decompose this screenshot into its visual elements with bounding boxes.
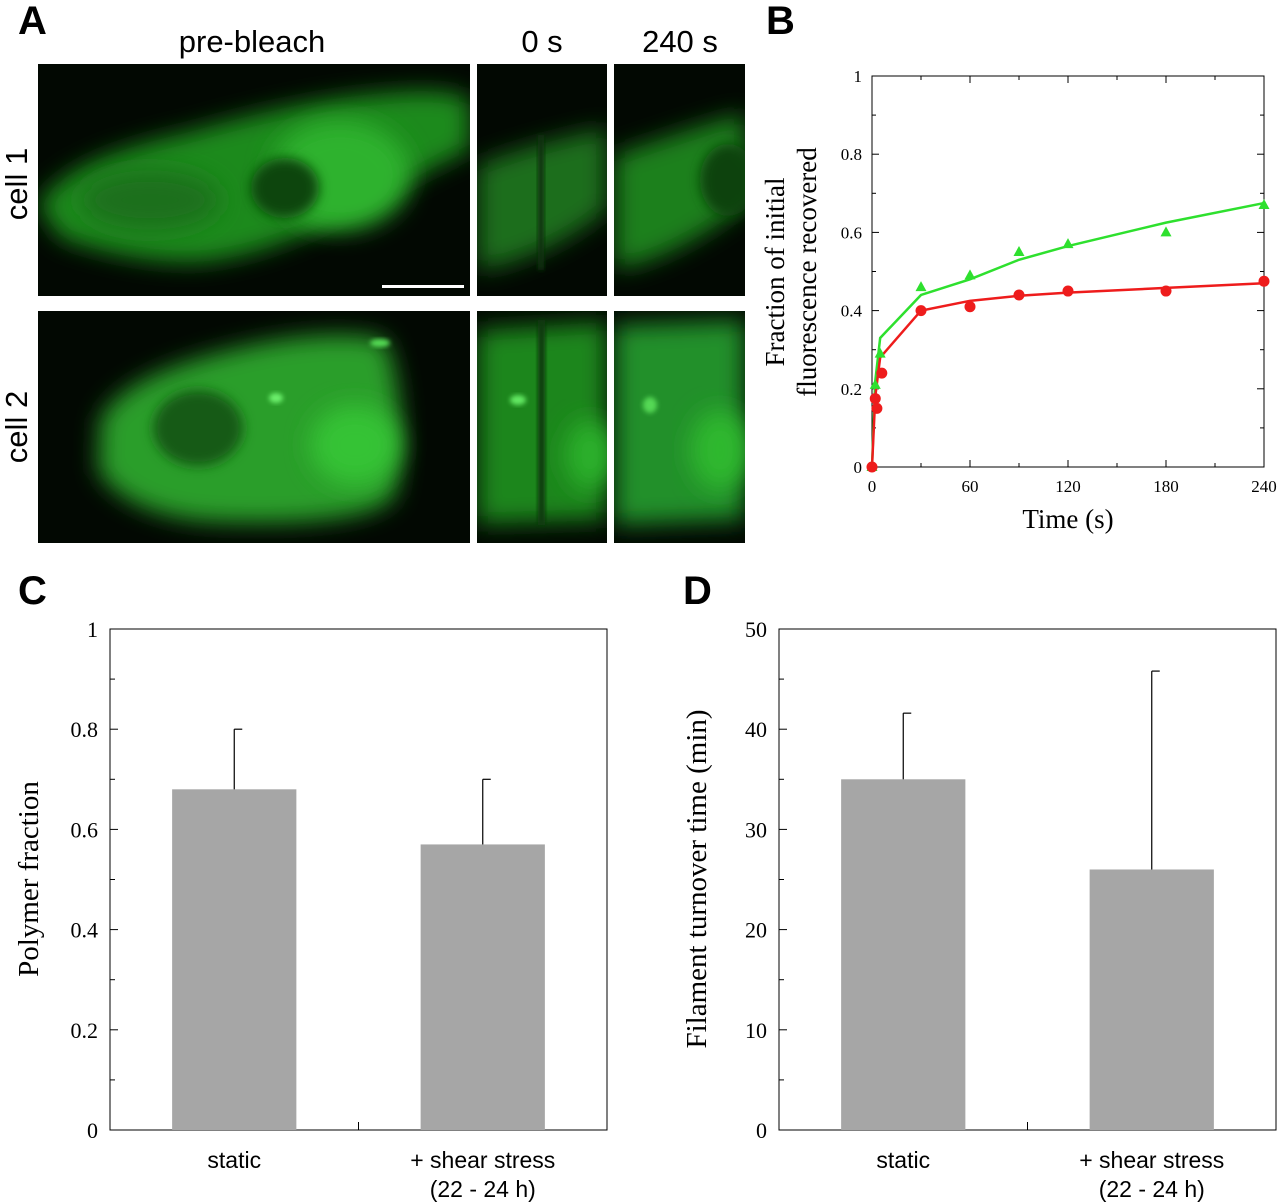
y-tick-label-c: 0.4 xyxy=(71,918,99,943)
y-tick-label-b: 0.2 xyxy=(841,380,862,399)
y-tick-labels-b: 0 0.2 0.4 0.6 0.8 1 xyxy=(841,67,863,477)
y-tick-label-d: 0 xyxy=(756,1118,767,1143)
axis-ticks-d xyxy=(779,628,1028,1131)
y-tick-label-d: 10 xyxy=(745,1018,767,1043)
panel-d: D 0 10 20 30 40 50 static + shear stress (22 - … xyxy=(681,569,1277,1202)
row-label-cell-2: cell 2 xyxy=(0,391,34,463)
triangle-marker xyxy=(964,269,976,280)
x-tick-labels-b: 0 60 120 180 240 xyxy=(868,477,1277,496)
category-label-d-0: static xyxy=(876,1147,930,1173)
y-tick-label-b: 0.8 xyxy=(841,145,862,164)
panel-letter-d: D xyxy=(683,569,712,613)
scale-bar xyxy=(382,285,464,288)
circle-marker xyxy=(1160,285,1172,297)
data-markers-b xyxy=(866,199,1270,473)
y-tick-label-b: 0 xyxy=(854,458,863,477)
category-label-d-1: (22 - 24 h) xyxy=(1099,1176,1205,1202)
triangle-marker xyxy=(915,281,927,292)
x-axis-label-b: Time (s) xyxy=(1022,504,1113,534)
panel-c: C 0 0.2 0.4 0.6 0.8 1 static + shear stress (22… xyxy=(13,569,608,1202)
micrograph-cell1-prebleach xyxy=(38,64,470,296)
y-tick-labels-c: 0 0.2 0.4 0.6 0.8 1 xyxy=(71,617,99,1143)
y-tick-label-c: 0.6 xyxy=(71,817,99,842)
category-label-c-1: (22 - 24 h) xyxy=(430,1176,536,1202)
bar-c-0 xyxy=(172,789,297,1130)
panel-letter-a: A xyxy=(18,0,47,43)
triangle-marker xyxy=(1258,199,1270,210)
col-header-pre-bleach: pre-bleach xyxy=(179,24,325,59)
panel-b: B 0 0.2 0.4 0.6 0.8 1 0 60 120 180 240 Time (s) F… xyxy=(760,0,1277,534)
x-tick-label-b: 120 xyxy=(1055,477,1081,496)
triangle-marker xyxy=(869,378,881,389)
y-tick-label-c: 1 xyxy=(87,617,98,642)
category-label-c-0: static xyxy=(207,1147,261,1173)
y-tick-label-c: 0 xyxy=(87,1118,98,1143)
y-axis-label-d: Filament turnover time (min) xyxy=(681,709,713,1048)
panel-a: A pre-bleach 0 s 240 s cell 1 cell 2 xyxy=(0,0,745,543)
axis-ticks-b xyxy=(871,75,1265,468)
fit-line-series-1 xyxy=(870,281,1265,468)
y-tick-label-d: 20 xyxy=(745,918,767,943)
y-tick-label-d: 40 xyxy=(745,717,767,742)
col-header-0s: 0 s xyxy=(521,24,562,59)
bars-d xyxy=(841,670,1214,1130)
category-label-d-1: + shear stress xyxy=(1079,1147,1224,1173)
triangle-marker xyxy=(1062,238,1074,249)
y-tick-label-b: 0.6 xyxy=(841,223,862,242)
micrograph-cell2-prebleach xyxy=(38,311,470,543)
panel-letter-b: B xyxy=(766,0,795,43)
micrograph-cell1-240s xyxy=(614,64,745,296)
circle-marker xyxy=(1013,289,1025,301)
x-tick-label-b: 60 xyxy=(962,477,979,496)
triangle-marker xyxy=(1160,226,1172,237)
y-tick-label-b: 1 xyxy=(854,67,863,86)
circle-marker xyxy=(866,461,878,473)
axis-ticks-c xyxy=(110,628,359,1131)
panel-letter-c: C xyxy=(18,569,47,613)
row-label-cell-1: cell 1 xyxy=(0,148,34,220)
bars-c xyxy=(172,728,545,1130)
y-axis-label-b-line2: fluorescence recovered xyxy=(792,147,822,397)
circle-marker xyxy=(964,301,976,313)
col-header-240s: 240 s xyxy=(642,24,718,59)
y-tick-label-c: 0.8 xyxy=(71,717,99,742)
y-tick-labels-d: 0 10 20 30 40 50 xyxy=(745,617,767,1143)
x-tick-label-b: 0 xyxy=(868,477,877,496)
circle-marker xyxy=(871,402,883,414)
bar-c-1 xyxy=(420,844,545,1130)
y-tick-label-b: 0.4 xyxy=(841,302,863,321)
circle-marker xyxy=(1062,285,1074,297)
category-labels-c: static + shear stress (22 - 24 h) xyxy=(207,1147,555,1202)
triangle-marker xyxy=(1013,245,1025,256)
circle-marker xyxy=(1258,275,1270,287)
category-label-c-1: + shear stress xyxy=(410,1147,555,1173)
plot-frame-b xyxy=(871,75,1265,468)
micrograph-cell2-240s xyxy=(614,311,745,543)
y-tick-label-c: 0.2 xyxy=(71,1018,99,1043)
category-labels-d: static + shear stress (22 - 24 h) xyxy=(876,1147,1224,1202)
circle-marker xyxy=(869,393,881,405)
circle-marker xyxy=(915,305,927,317)
micrograph-cell2-0s xyxy=(477,311,607,543)
y-tick-label-d: 30 xyxy=(745,817,767,842)
micrograph-cell1-0s xyxy=(477,64,607,296)
y-axis-label-c: Polymer fraction xyxy=(13,781,45,977)
bar-d-0 xyxy=(841,779,966,1130)
y-axis-label-b: Fraction of initial fluorescence recover… xyxy=(760,147,822,397)
circle-marker xyxy=(876,367,888,379)
x-tick-label-b: 180 xyxy=(1153,477,1179,496)
bar-d-1 xyxy=(1089,869,1214,1130)
triangle-marker xyxy=(874,347,886,358)
y-tick-label-d: 50 xyxy=(745,617,767,642)
x-tick-label-b: 240 xyxy=(1251,477,1277,496)
y-axis-label-b-line1: Fraction of initial xyxy=(760,178,790,367)
